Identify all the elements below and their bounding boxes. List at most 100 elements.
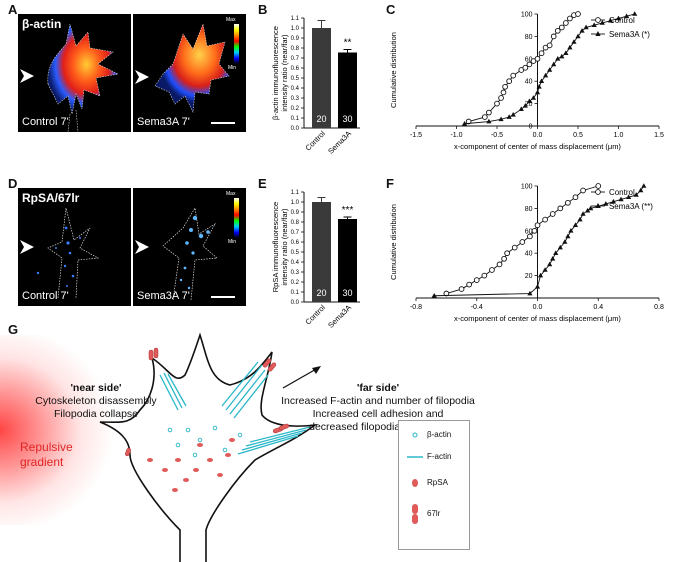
micrograph-a-control: β-actin Control 7'	[18, 14, 131, 132]
data-point	[531, 227, 538, 234]
data-point	[527, 233, 533, 240]
y-tick-label: 0.6	[291, 66, 300, 72]
x-tick-label: -0.5	[491, 132, 503, 139]
y-tick-label: 1.1	[291, 190, 300, 196]
legend-symbols	[407, 432, 423, 524]
y-tick-label: 0.5	[291, 250, 300, 256]
n-label: 20	[316, 288, 326, 298]
data-point	[506, 114, 512, 119]
colorbar	[234, 198, 239, 238]
y-tick-label: 0.1	[291, 290, 300, 296]
data-point	[510, 72, 517, 79]
data-point	[486, 109, 492, 116]
data-point	[580, 187, 586, 194]
y-tick-label: 60	[525, 56, 533, 63]
near-side-line1: Cytoskeleton disassembly	[35, 395, 157, 407]
data-point	[591, 22, 597, 27]
data-point	[575, 33, 581, 39]
data-point	[550, 33, 557, 40]
cumulative-chart-f: 20 40 60 80 100 -0.8 -0.4 0.0 0.4 0.8 x-component …	[389, 183, 664, 323]
data-point	[504, 250, 510, 257]
x-tick-label: 1.5	[654, 132, 664, 139]
category-label: Sema3A	[326, 129, 353, 156]
legend-label: Sema3A (*)	[609, 30, 650, 39]
legend-label: Sema3A (**)	[609, 202, 653, 211]
legend-marker-circle	[595, 17, 601, 23]
data-point	[466, 281, 473, 288]
x-axis-label: x-component of center of mass displaceme…	[454, 314, 621, 323]
data-point	[571, 39, 577, 44]
gradient-label-line1: Repulsive	[20, 440, 73, 454]
y-tick-label: 0.6	[291, 240, 300, 246]
legend-marker-triangle	[595, 203, 601, 208]
data-point	[580, 211, 586, 216]
colorbar-min: Min	[228, 239, 237, 245]
legend-rpsa: RpSA	[427, 478, 448, 487]
x-tick-label: 0.4	[593, 304, 603, 311]
panel-label-e: E	[258, 176, 267, 191]
y-tick-label: 0.1	[291, 116, 300, 122]
far-side-title: 'far side'	[356, 382, 400, 394]
data-point	[558, 24, 565, 31]
data-point	[632, 11, 638, 16]
data-point	[534, 222, 541, 229]
legend-label: Control	[609, 16, 635, 25]
data-point	[522, 103, 528, 108]
panel-label-f: F	[386, 176, 394, 191]
data-point	[565, 233, 571, 239]
data-point	[563, 20, 569, 26]
y-tick-label: 100	[521, 184, 533, 191]
y-tick-label: 60	[525, 228, 533, 235]
category-label: Sema3A	[326, 303, 353, 330]
y-tick-label: 0.9	[291, 210, 300, 216]
data-point	[502, 83, 508, 90]
data-point	[431, 292, 437, 298]
data-point	[553, 250, 559, 255]
data-point	[554, 27, 561, 34]
data-point	[557, 244, 563, 250]
colorbar	[234, 24, 239, 64]
panel-label-c: C	[386, 2, 396, 17]
panel-label-d: D	[8, 176, 18, 191]
data-point	[568, 228, 574, 233]
far-side-line1: Increased F-actin and number of filopodi…	[281, 395, 475, 407]
category-label: Control	[303, 129, 327, 153]
bar-chart-b: 0.0 0.1 0.2 0.3 0.4 0.5 0.6 0.7 0.8 0.9 1.0 1.1β-ac…	[271, 16, 360, 156]
data-point	[494, 100, 500, 107]
micrograph-a-control-label: Control 7'	[22, 116, 69, 128]
x-tick-label: -0.4	[471, 304, 483, 311]
data-point	[615, 15, 622, 21]
data-point	[481, 272, 488, 279]
gradient-label-line2: gradient	[20, 455, 64, 469]
y-axis-label: RpSA immunofluorescenceintensity ratio (…	[271, 202, 289, 292]
data-point	[496, 261, 503, 268]
data-point	[624, 13, 630, 19]
y-tick-label: 0.3	[291, 96, 300, 102]
y-tick-label: 0.3	[291, 270, 300, 276]
micrograph-d-sema3a-label: Sema3A 7'	[137, 290, 190, 302]
data-point	[501, 255, 507, 262]
far-side-line2: Increased cell adhesion and	[312, 408, 444, 420]
legend-beta-actin: β-actin	[427, 430, 452, 439]
data-point	[562, 239, 568, 244]
micrograph-d-title: RpSA/67lr	[22, 191, 80, 205]
data-point	[538, 78, 545, 83]
y-tick-label: 0.0	[291, 300, 300, 306]
y-axis-label: β-actin immunofluorescenceintensity rati…	[271, 26, 289, 120]
repulsive-gradient-label: Repulsive gradient	[20, 440, 73, 470]
data-point	[546, 42, 553, 49]
micrograph-a-sema3a: Sema3A 7' Max Min	[133, 14, 246, 132]
bar-chart-e: 0.0 0.1 0.2 0.3 0.4 0.5 0.6 0.7 0.8 0.9 1.0 1.1RpSA…	[271, 190, 360, 330]
data-point	[518, 106, 524, 111]
repulsive-gradient	[0, 335, 120, 525]
x-axis-label: x-component of center of mass displaceme…	[454, 142, 621, 151]
y-tick-label: 1.0	[291, 26, 300, 32]
data-point	[603, 201, 609, 206]
y-tick-label: 0.9	[291, 36, 300, 42]
data-point	[486, 118, 492, 124]
y-tick-label: 40	[525, 79, 533, 86]
micrograph-d-control: RpSA/67lr Control 7'	[18, 188, 131, 306]
data-point	[458, 286, 465, 292]
data-point	[567, 44, 573, 50]
data-point	[555, 56, 561, 61]
